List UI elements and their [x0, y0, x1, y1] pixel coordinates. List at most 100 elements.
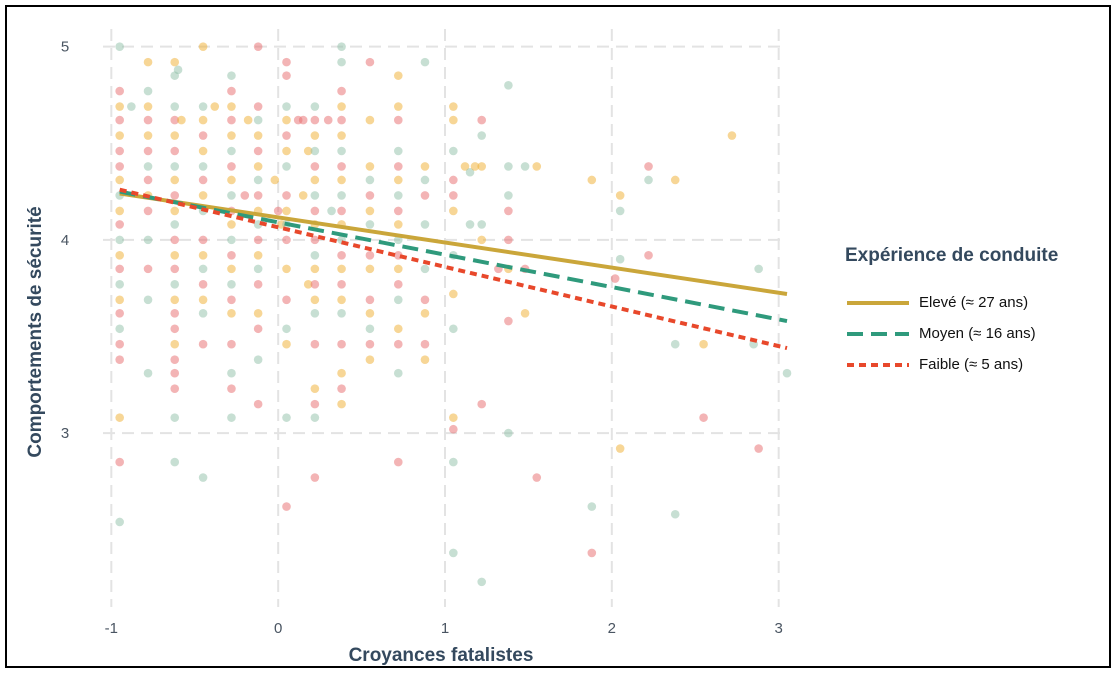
- data-point: [227, 71, 236, 80]
- data-point: [227, 175, 236, 185]
- data-point: [337, 191, 346, 200]
- data-point: [253, 235, 263, 245]
- data-point: [615, 254, 625, 264]
- data-point: [282, 102, 291, 111]
- data-point: [227, 102, 236, 111]
- data-point: [587, 502, 597, 511]
- data-point: [170, 251, 180, 260]
- data-point: [310, 264, 320, 274]
- data-point: [365, 251, 375, 260]
- data-point: [393, 206, 403, 216]
- data-point: [365, 57, 375, 67]
- data-point: [310, 309, 320, 318]
- legend-label-eleve: Elevé (≈ 27 ans): [919, 294, 1029, 311]
- data-point: [198, 42, 208, 51]
- data-point: [365, 175, 375, 185]
- data-point: [449, 548, 458, 558]
- data-point: [115, 235, 124, 245]
- data-point: [337, 368, 346, 378]
- data-point: [253, 399, 263, 409]
- y-tick-label: 5: [61, 39, 69, 56]
- data-point: [393, 339, 403, 349]
- data-point: [253, 162, 263, 171]
- data-point: [115, 355, 124, 364]
- data-point: [227, 264, 236, 274]
- data-point: [644, 251, 653, 260]
- data-points: [115, 42, 792, 587]
- data-point: [298, 191, 308, 200]
- data-point: [310, 399, 320, 409]
- data-point: [170, 368, 180, 378]
- data-point: [337, 86, 346, 96]
- data-point: [644, 175, 653, 185]
- data-point: [170, 295, 180, 305]
- data-point: [310, 251, 320, 260]
- data-point: [393, 324, 403, 334]
- data-point: [303, 280, 313, 289]
- data-point: [253, 102, 263, 111]
- data-point: [699, 413, 708, 422]
- data-point: [115, 295, 124, 305]
- data-point: [310, 162, 320, 171]
- data-point: [170, 324, 180, 334]
- data-point: [127, 102, 136, 111]
- data-point: [227, 339, 236, 349]
- data-point: [227, 86, 236, 96]
- legend-label-faible: Faible (≈ 5 ans): [919, 356, 1024, 373]
- data-point: [393, 115, 403, 125]
- data-point: [393, 295, 403, 305]
- data-point: [170, 162, 180, 171]
- data-point: [198, 251, 208, 260]
- x-tick-label: -1: [105, 620, 118, 637]
- data-point: [337, 115, 346, 125]
- data-point: [198, 162, 208, 171]
- data-point: [365, 206, 375, 216]
- data-point: [253, 264, 263, 274]
- data-point: [365, 355, 375, 364]
- data-point: [670, 175, 680, 185]
- data-point: [198, 146, 208, 156]
- data-point: [449, 413, 458, 422]
- data-point: [477, 162, 487, 171]
- data-point: [337, 295, 346, 305]
- data-point: [504, 81, 513, 90]
- data-point: [303, 146, 313, 156]
- data-point: [170, 146, 180, 156]
- data-point: [393, 457, 403, 467]
- data-point: [253, 191, 263, 200]
- data-point: [227, 220, 236, 229]
- data-point: [170, 339, 180, 349]
- legend: Expérience de conduite Elevé (≈ 27 ans) …: [845, 245, 1105, 380]
- data-point: [253, 355, 263, 364]
- data-point: [615, 206, 625, 216]
- data-point: [198, 191, 208, 200]
- data-point: [170, 309, 180, 318]
- data-point: [170, 57, 180, 67]
- data-point: [420, 295, 430, 305]
- data-point: [393, 162, 403, 171]
- data-point: [754, 444, 763, 453]
- data-point: [310, 146, 320, 156]
- data-point: [227, 162, 236, 171]
- data-point: [365, 220, 375, 229]
- legend-swatch-faible: [847, 362, 909, 367]
- data-point: [115, 86, 124, 96]
- data-point: [170, 280, 180, 289]
- data-point: [699, 339, 708, 349]
- data-point: [337, 399, 346, 409]
- data-point: [177, 115, 186, 125]
- data-point: [227, 251, 236, 260]
- data-point: [365, 191, 375, 200]
- data-point: [477, 220, 487, 229]
- data-point: [393, 280, 403, 289]
- data-point: [227, 191, 236, 200]
- data-point: [227, 413, 236, 422]
- data-point: [337, 57, 346, 67]
- data-point: [532, 473, 542, 482]
- data-point: [615, 444, 625, 453]
- data-point: [253, 324, 263, 334]
- data-point: [782, 368, 792, 378]
- axis-ticks: -1 0 1 2 3 3 4 5: [61, 39, 783, 637]
- data-point: [449, 289, 458, 299]
- data-point: [198, 175, 208, 185]
